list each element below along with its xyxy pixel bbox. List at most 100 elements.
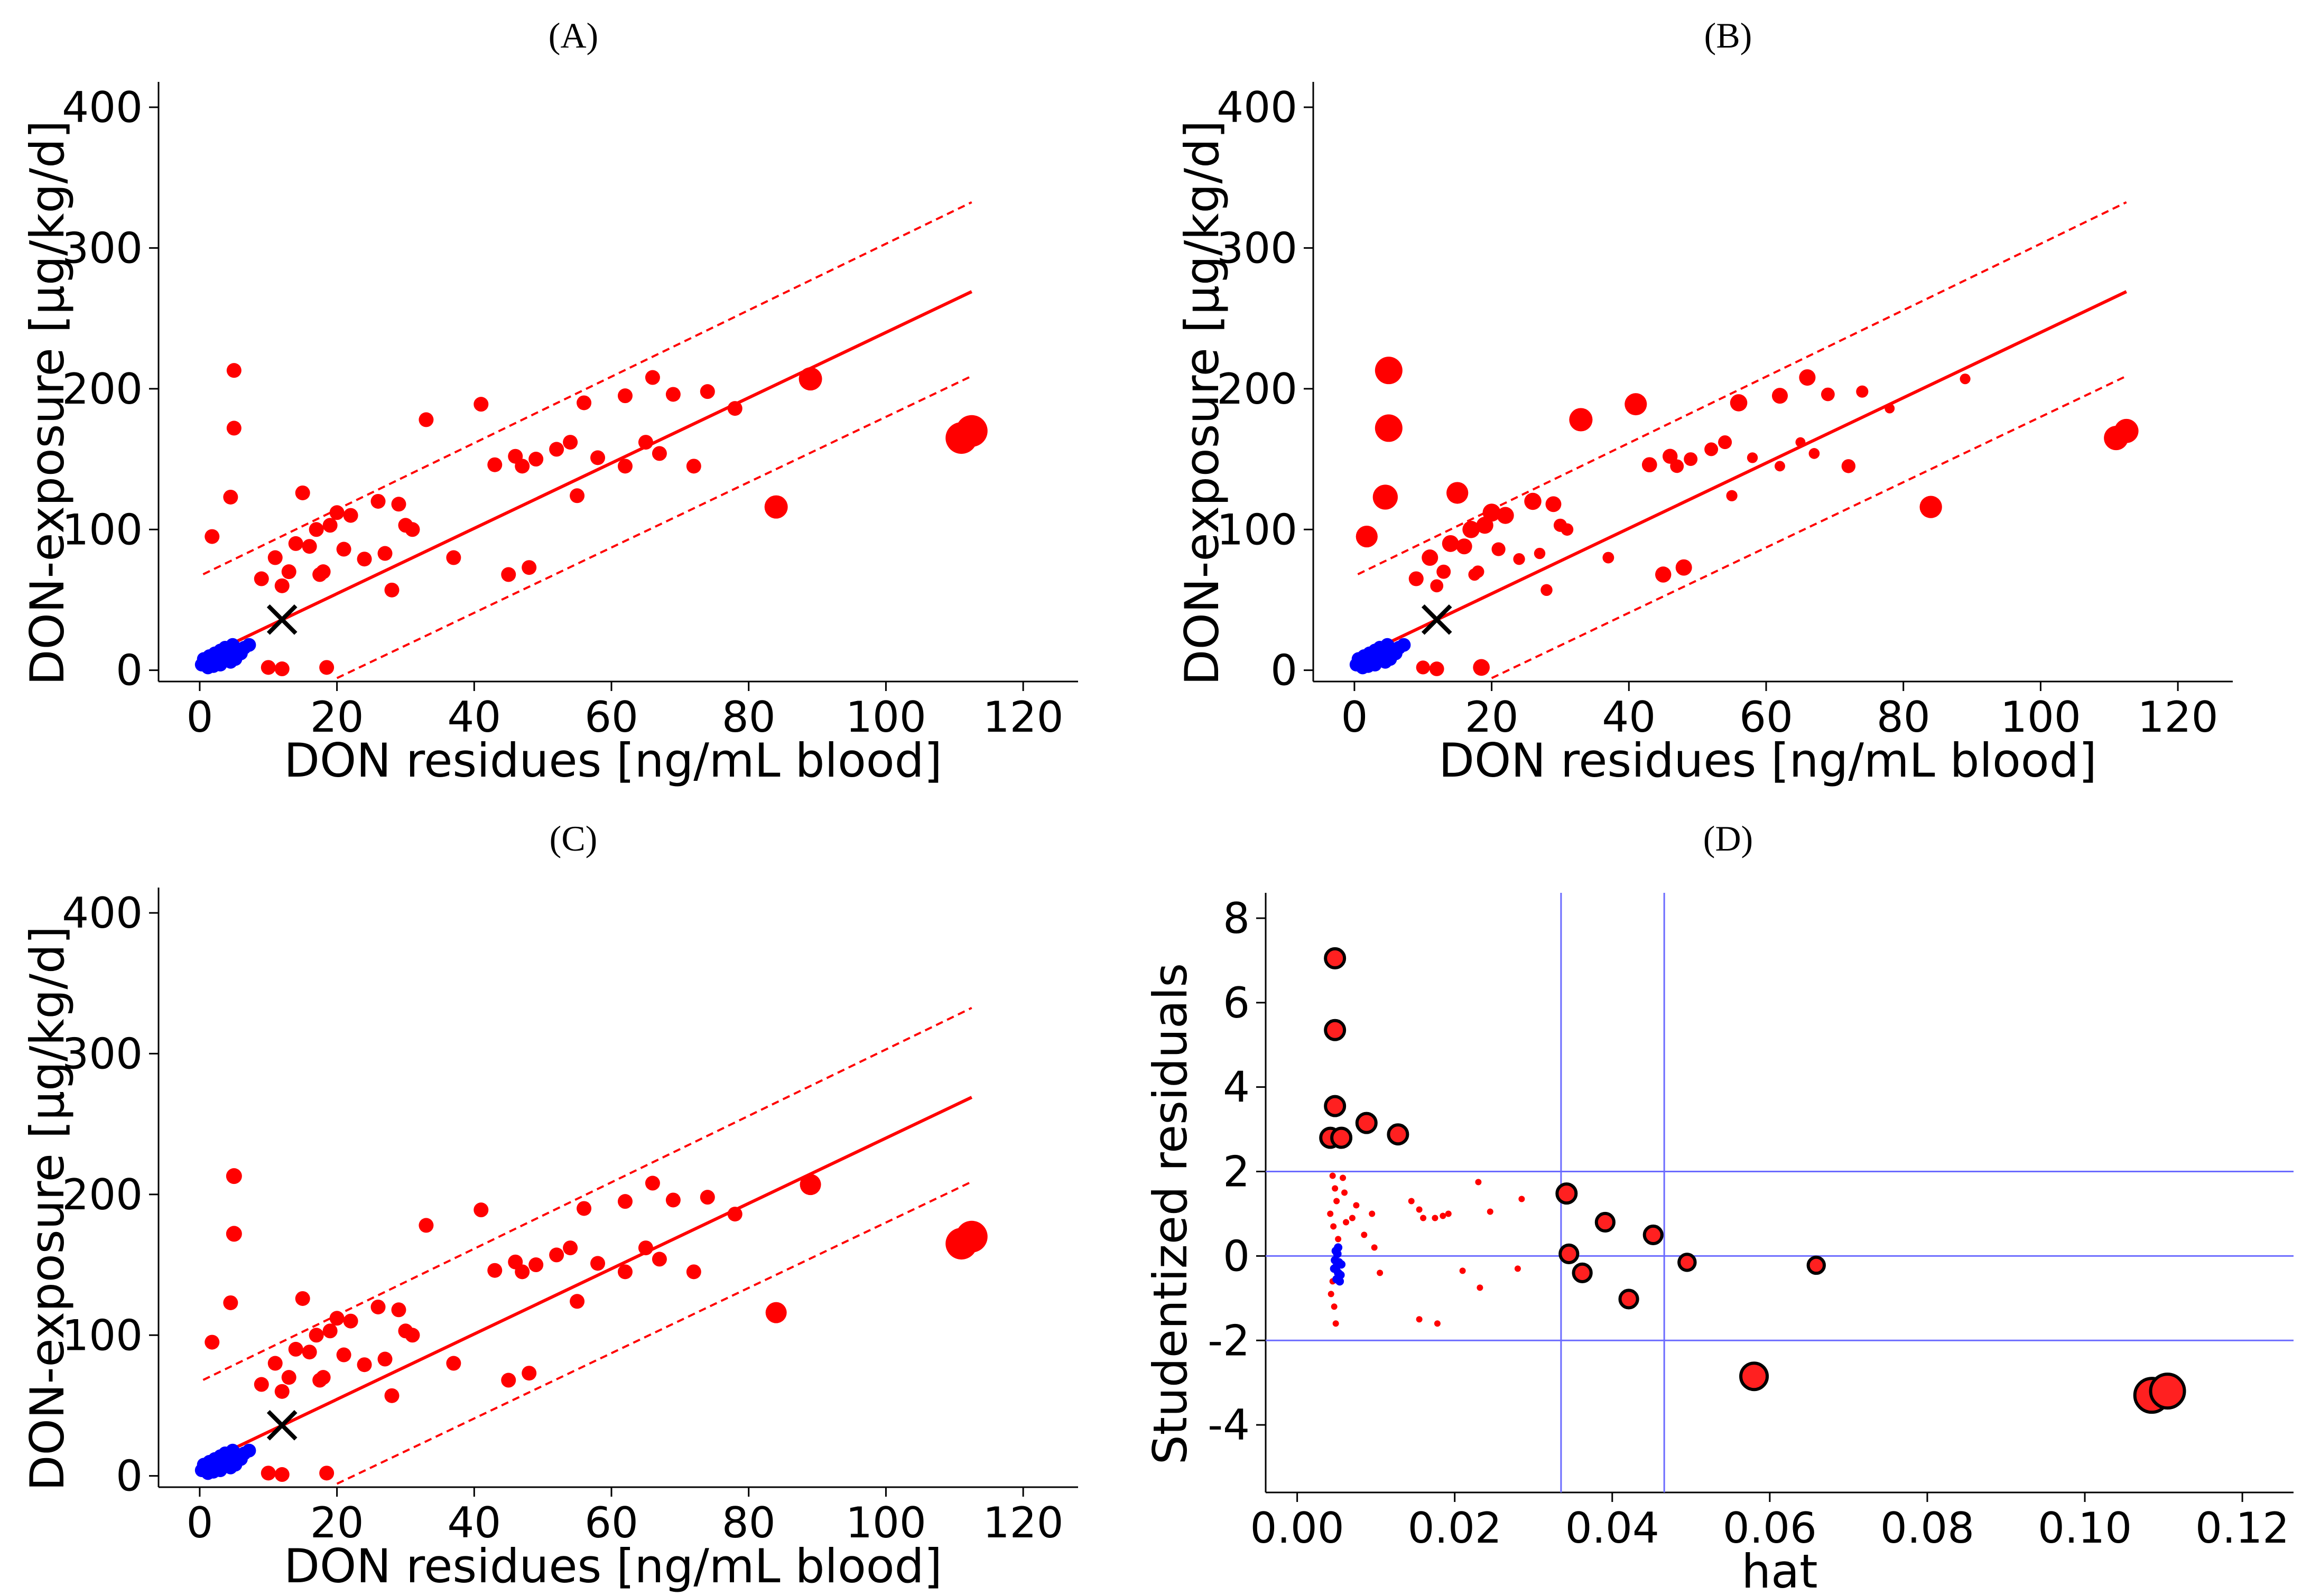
data-point-blue [201,660,215,675]
data-point-red [302,1345,317,1360]
x-tick-label: 0 [1341,693,1368,742]
data-point-blue [224,1460,238,1474]
data-point-red [1408,1198,1415,1205]
y-tick-label: 200 [62,365,143,414]
panel-title: (C) [550,818,598,858]
data-point-red [1473,659,1490,676]
data-point-red [391,497,406,512]
centroid-x-marker [266,604,298,635]
data-point-red [1771,388,1788,404]
data-point-red [1445,1210,1452,1217]
data-point-red [274,1467,290,1482]
data-point-red [1356,525,1378,548]
data-point-red [1369,1210,1376,1217]
data-point-red [1333,1198,1340,1205]
data-point-red [315,564,331,580]
data-point-red [315,1370,331,1385]
data-point-red [1655,566,1672,583]
data-point-red [617,459,633,474]
data-point-red [226,1226,242,1242]
data-point-red [384,1388,400,1403]
data-point-red [319,1466,335,1481]
x-tick-label: 20 [1465,693,1519,742]
data-point-red [1340,1174,1347,1181]
data-point-red [1459,1267,1466,1274]
x-tick-label: 60 [1739,693,1793,742]
influential-point [1387,1123,1409,1146]
data-point-red [515,459,530,474]
data-point-blue [224,655,238,669]
data-point-red [1960,374,1971,385]
data-point-red [205,529,220,544]
data-point-red [645,370,660,385]
x-axis-label: DON residues [ng/mL blood] [1438,733,2097,788]
data-point-red [1491,542,1506,556]
centroid-x-marker [266,1410,298,1441]
data-point-red [1540,584,1553,596]
data-point-red [1343,1219,1350,1226]
data-point-red [267,1356,283,1371]
data-point-red [474,397,489,412]
lower-prediction-line [1491,375,2127,679]
influential-point [1739,1361,1769,1392]
data-point-red [1327,1210,1334,1217]
y-axis-label: Studentized residuals [1143,963,1198,1465]
data-point-blue [213,1463,227,1478]
data-point-red [309,522,324,537]
data-point-red [1482,503,1501,522]
influential-point [1558,1243,1580,1264]
data-point-red [370,493,386,509]
data-point-red [1353,1202,1360,1209]
x-axis-label: DON residues [ng/mL blood] [284,1539,942,1593]
data-point-blue [1334,1243,1343,1252]
data-point-red [1416,1316,1423,1323]
y-tick-label: 0 [1223,1231,1250,1281]
y-axis-label: DON-exposure [µg/kg/d] [20,926,75,1491]
y-tick-label: 0 [116,1452,143,1501]
data-point-red [2114,418,2139,443]
data-point-red [1349,1215,1356,1221]
y-tick-label: 200 [1217,365,1297,414]
x-tick-label: 100 [846,1498,926,1547]
data-point-red [1641,457,1657,473]
data-point-red [1513,553,1525,565]
data-point-red [522,560,537,575]
y-tick-label: 100 [62,505,143,554]
data-point-red [1375,357,1403,385]
data-point-red [288,536,303,551]
data-point-red [1446,482,1469,504]
data-point-red [1332,1185,1339,1192]
data-point-red [1856,385,1869,398]
data-point-red [319,660,335,675]
data-point-blue [1332,1275,1341,1284]
x-tick-label: 0 [186,1498,213,1547]
data-point-red [1625,393,1647,416]
data-point-red [1919,496,1942,518]
data-point-red [1704,442,1719,456]
data-point-red [261,660,276,675]
influential-point [1642,1224,1664,1246]
x-tick-label: 100 [2000,693,2081,742]
panel-title: (B) [1704,15,1752,55]
data-point-blue [1330,1264,1339,1273]
influential-point [1806,1255,1826,1275]
data-point-red [1375,414,1403,442]
regression-line [199,290,973,661]
data-point-red [205,1334,220,1350]
data-point-red [226,421,242,436]
x-tick-label: 80 [722,693,776,742]
lower-prediction-line [336,1181,972,1485]
data-point-red [487,1263,503,1278]
x-tick-label: 60 [584,1498,638,1547]
data-point-red [665,1192,681,1208]
y-tick-label: 2 [1223,1147,1250,1197]
data-point-red [1670,459,1684,473]
data-point-blue [201,1466,215,1480]
data-point-red [645,1175,660,1191]
data-point-red [261,1466,276,1481]
data-point-red [955,1220,988,1253]
data-point-red [254,1377,269,1392]
data-point-red [665,387,681,402]
data-point-red [1841,459,1856,473]
data-point-red [1436,564,1451,579]
